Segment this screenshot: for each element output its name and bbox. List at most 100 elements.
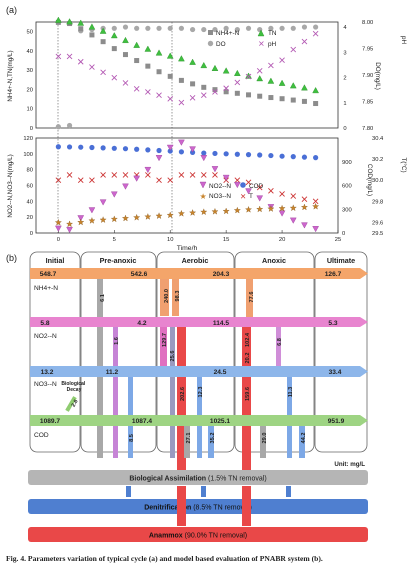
legend-no3-marker: ★ — [200, 192, 207, 201]
top-y-right-inner-label: DO(mg/L) — [374, 62, 381, 90]
t-tick-3: 30.0 — [372, 178, 383, 184]
x-tick-0: 0 — [57, 237, 60, 243]
top-left-tick-2: 20 — [27, 87, 33, 93]
legend-ph-marker: ✕ — [258, 40, 265, 49]
legend-cod-label: COD — [249, 183, 264, 190]
do-point-14 — [212, 26, 218, 33]
cod-point-5 — [111, 145, 117, 151]
top-chart-frame — [35, 21, 339, 129]
ph-tick-0: 7.80 — [362, 126, 373, 132]
flow-value-8: 12.3 — [198, 387, 204, 398]
sink-anammox-label: Anammox (90.0% TN removal) — [149, 533, 247, 540]
sink-denitrification-name: Denitrification — [144, 505, 191, 512]
no2n-point-5 — [110, 191, 118, 198]
sink-assimilation-note: (1.5% TN removal) — [208, 476, 267, 483]
ph-point-21 — [290, 46, 297, 53]
flow-value-9: 77.6 — [249, 292, 255, 303]
ph-point-13 — [200, 92, 207, 98]
flow-value-17: 35.2 — [210, 433, 216, 444]
cod-point-4 — [100, 145, 106, 151]
no3n-point-3 — [88, 217, 96, 224]
sink-assimilation-box — [28, 470, 368, 485]
t-point-13 — [200, 172, 207, 178]
nh4n-point-18 — [257, 93, 263, 99]
nh4n-point-3 — [89, 32, 95, 38]
do-point-10 — [167, 25, 173, 31]
flow-value-5: 129.7 — [162, 333, 168, 347]
t-point-20 — [279, 191, 285, 197]
no3n-point-10 — [166, 211, 174, 219]
no2-ultimate: 5.3 — [328, 320, 337, 327]
legend-tn-label: TN — [268, 30, 277, 37]
no3n-point-8 — [144, 213, 152, 220]
ph-tick-3: 7.95 — [362, 47, 373, 53]
t-point-18 — [256, 184, 263, 191]
nh4n-point-16 — [234, 90, 240, 96]
tn-point-13 — [200, 61, 208, 69]
ph-point-14 — [212, 89, 218, 95]
red-flow-through-2 — [242, 486, 251, 526]
tn-point-8 — [144, 45, 152, 52]
x-tick-4: 20 — [279, 237, 285, 243]
t-point-2 — [77, 177, 84, 184]
flow-anox-cod-b — [299, 421, 305, 458]
flow-value-13: 159.6 — [245, 387, 251, 401]
do-tick-4: 4 — [343, 25, 347, 31]
nh4n-point-6 — [122, 52, 128, 58]
t-point-8 — [145, 172, 151, 178]
legend-no2-marker — [199, 181, 207, 189]
tn-point-12 — [189, 58, 196, 65]
phase-box-ultimate — [314, 251, 368, 453]
ph-point-3 — [89, 64, 95, 70]
nh4n-point-15 — [223, 89, 229, 95]
do-point-9 — [156, 25, 162, 31]
flow-aer-no2 — [160, 322, 167, 372]
top-left-tick-3: 30 — [27, 68, 33, 74]
do-point-21 — [290, 25, 296, 31]
nh4-ultimate: 126.7 — [325, 271, 342, 278]
no3n-point-9 — [155, 212, 163, 219]
t-point-21 — [290, 193, 297, 199]
nh4n-point-11 — [178, 77, 184, 83]
no3n-point-11 — [177, 209, 185, 217]
cod-tick-3: 900 — [342, 160, 352, 166]
no3n-point-23 — [312, 202, 320, 210]
no3n-point-0 — [54, 218, 62, 226]
flow-value-7: 202.6 — [180, 387, 186, 401]
phase-title-preanoxic: Pre-anoxic — [100, 256, 137, 265]
bottom-y-left-label: NO2--N,NO3--N(mg/L) — [7, 154, 14, 217]
row-name-cod: COD — [34, 432, 49, 439]
do-point-13 — [201, 26, 207, 33]
flow-anox-no2b — [276, 322, 281, 372]
cod-point-18 — [257, 152, 263, 158]
legend-nh4-marker — [208, 30, 213, 35]
no2n-point-4 — [99, 199, 107, 206]
flow-value-1: 6.1 — [100, 294, 106, 302]
bottom-y-right-inner-label: COD(mg/L) — [366, 164, 373, 196]
cod-point-16 — [234, 151, 240, 157]
no2-aerobic: 114.5 — [213, 320, 229, 327]
biological-decay-arrow — [65, 396, 77, 412]
legend-no3-label: NO3--N — [209, 193, 231, 200]
nh4n-point-8 — [145, 63, 151, 69]
no2n-point-15 — [222, 174, 230, 182]
do-point-22 — [301, 24, 308, 30]
no3n-point-13 — [200, 208, 208, 215]
flow-value-6: 25.6 — [170, 351, 176, 362]
sink-denitrification-label: Denitrification (8.5% TN removal) — [144, 505, 252, 512]
ph-point-1 — [66, 53, 73, 60]
t-point-19 — [268, 187, 274, 194]
legend-t-label: T — [249, 193, 253, 200]
legend-cod-marker — [240, 182, 246, 188]
row-name-nh4: NH4+-N — [34, 285, 58, 292]
tn-point-16 — [233, 69, 241, 76]
top-left-tick-4: 40 — [27, 49, 33, 55]
sink-boxes: Biological Assimilation (1.5% TN removal… — [28, 470, 368, 542]
tn-point-23 — [312, 87, 319, 94]
cod-point-6 — [122, 146, 129, 152]
do-tick-2: 2 — [343, 76, 346, 82]
cod-point-1 — [66, 144, 73, 150]
no2n-point-3 — [88, 207, 96, 214]
biological-decay-line-1: Biological — [61, 381, 86, 387]
t-point-12 — [189, 172, 196, 178]
